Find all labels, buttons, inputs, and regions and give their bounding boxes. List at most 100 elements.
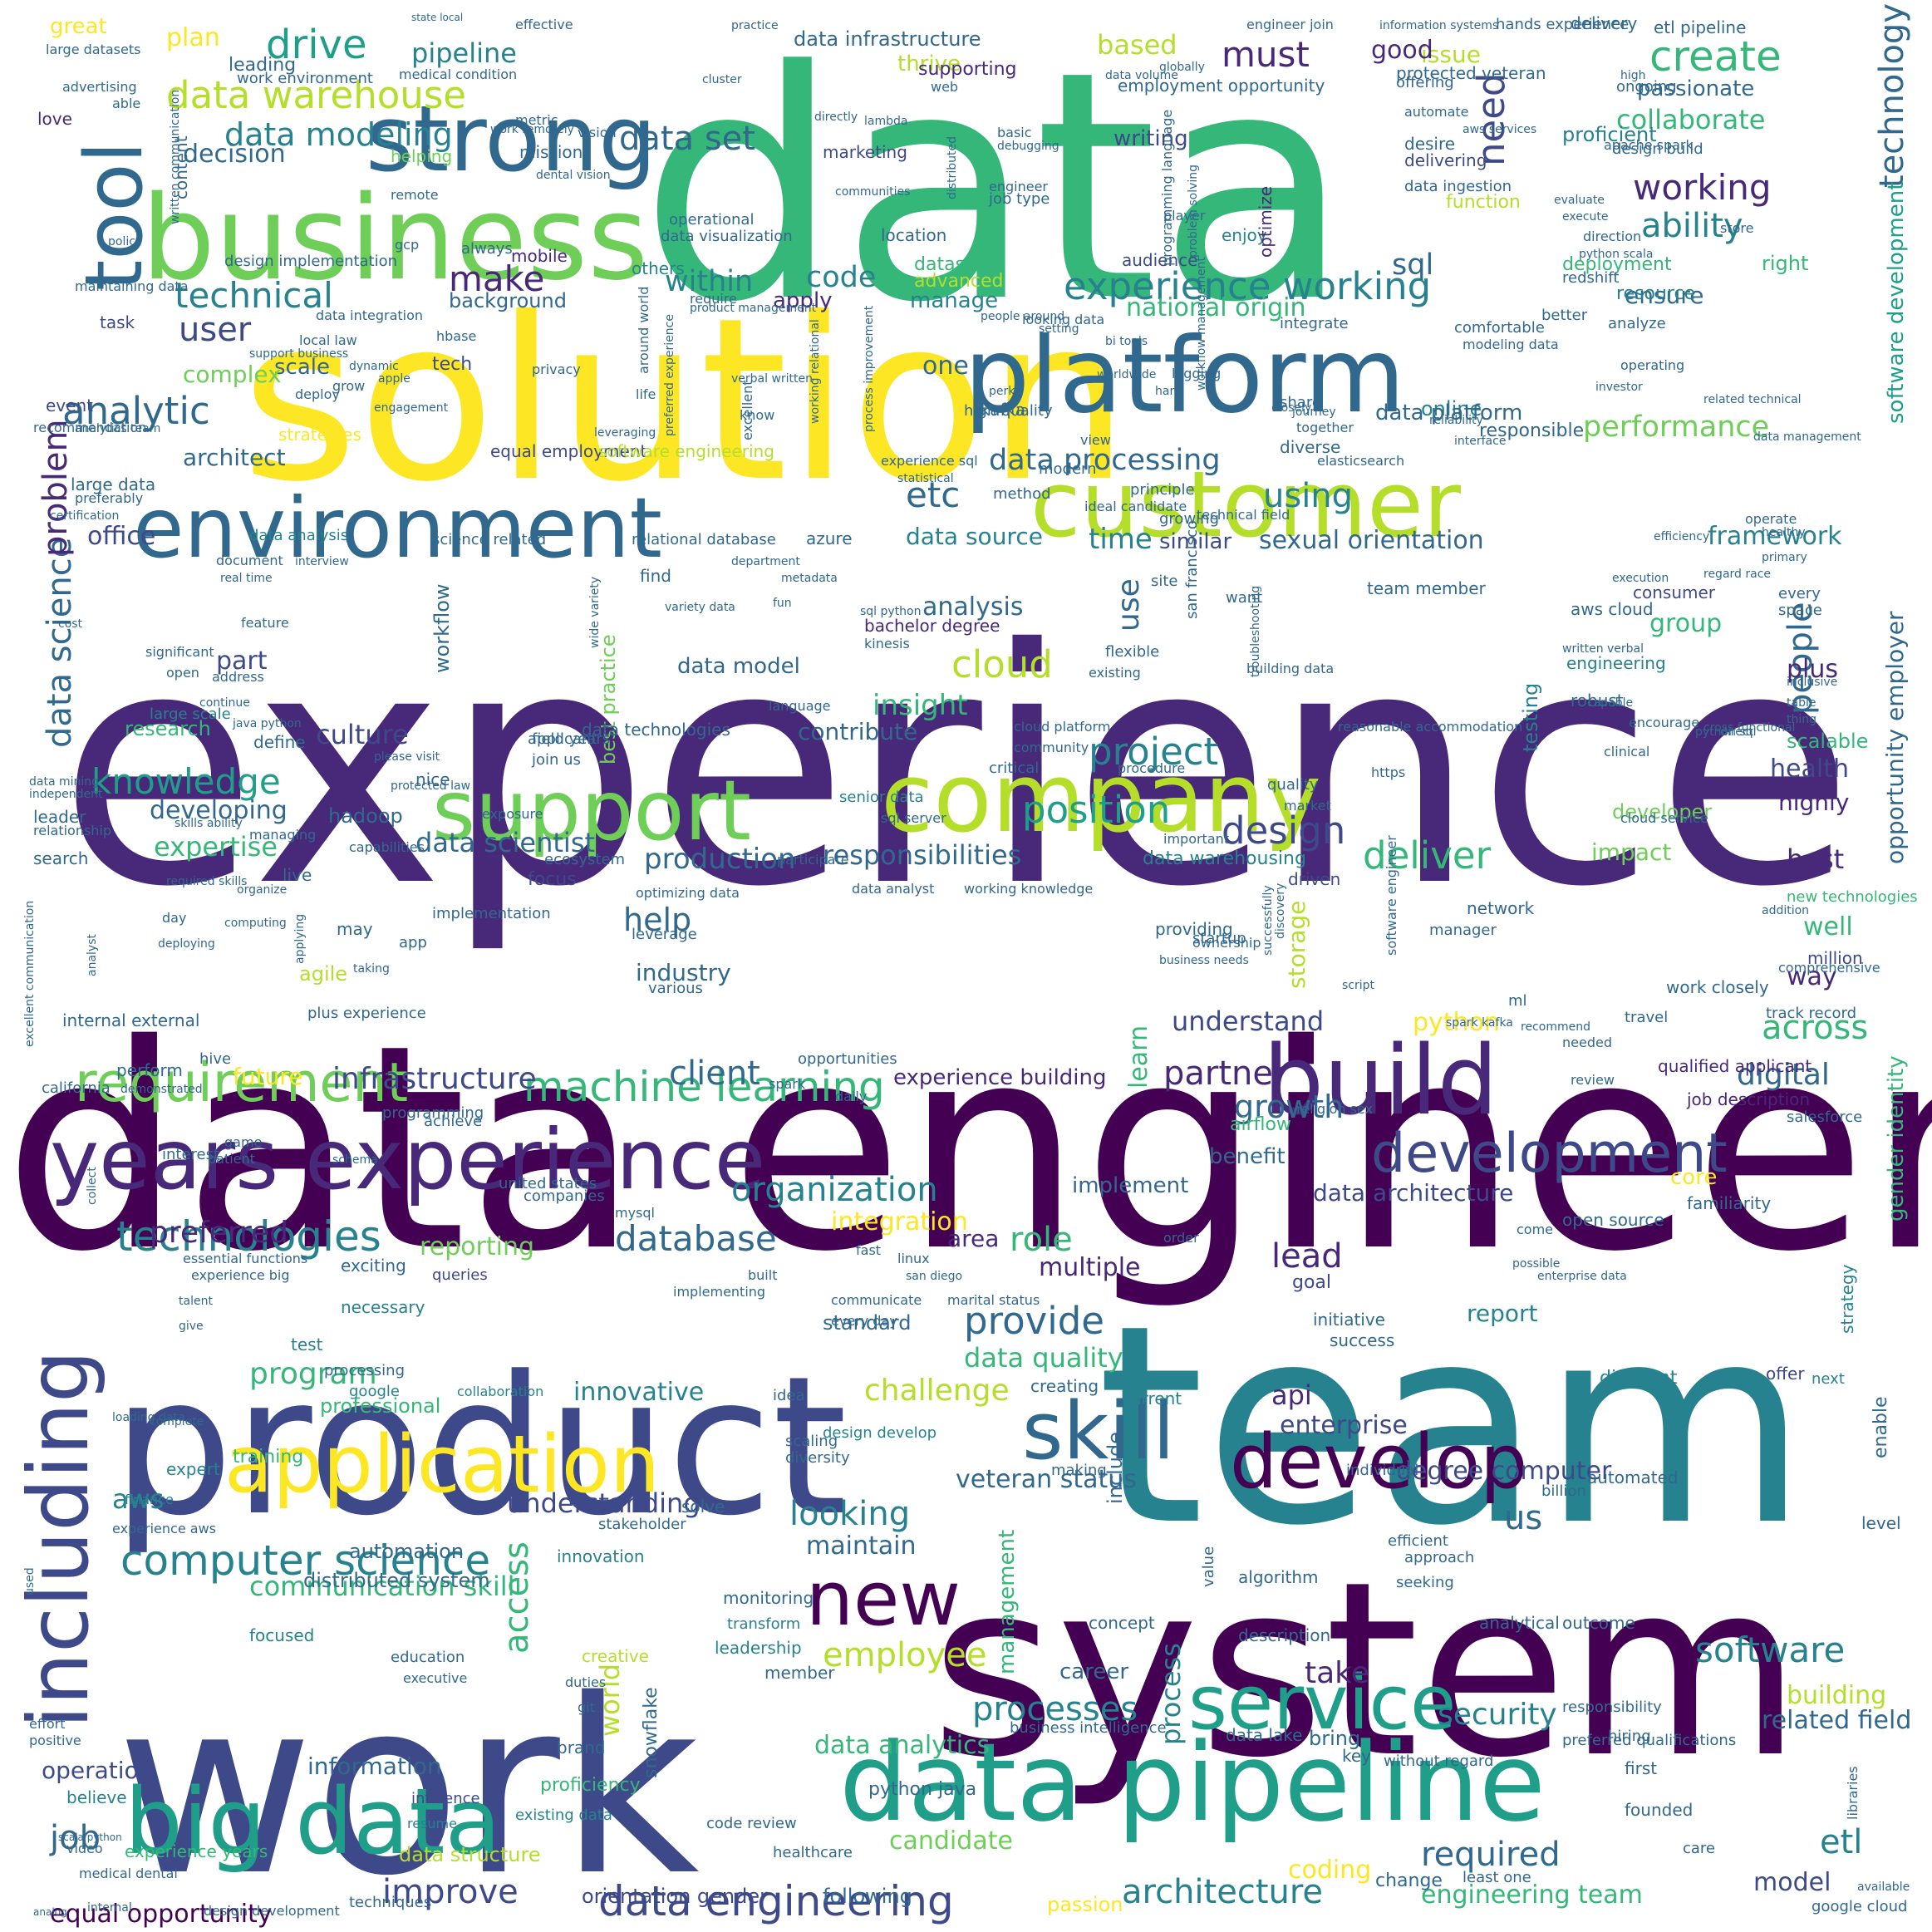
cloud-word: professional	[320, 1394, 440, 1418]
cloud-word: come	[1517, 1222, 1553, 1237]
cloud-word: datasets	[914, 254, 993, 275]
cloud-word: possible	[1512, 1257, 1560, 1271]
cloud-word: together	[1296, 420, 1354, 435]
cloud-word: data	[640, 3, 1351, 371]
cloud-word: training	[233, 1447, 303, 1467]
cloud-word: perks	[989, 385, 1021, 398]
cloud-word: communities	[835, 185, 910, 199]
cloud-word: degree computer	[1396, 1457, 1612, 1486]
cloud-word: growing	[1159, 510, 1219, 528]
cloud-word: experience years	[125, 1841, 268, 1861]
cloud-word: mysql	[615, 1205, 655, 1221]
cloud-word: excellent communication	[23, 901, 37, 1047]
cloud-word: tool	[69, 141, 160, 291]
cloud-word: comprehensive	[1778, 960, 1880, 976]
cloud-word: offering	[1396, 74, 1454, 91]
cloud-word: next	[1812, 1370, 1845, 1388]
cloud-word: coding	[1288, 1856, 1371, 1885]
cloud-word: marital status	[947, 1292, 1040, 1308]
cloud-word: following	[823, 1885, 912, 1908]
cloud-word: statistical	[897, 472, 954, 485]
cloud-word: location	[881, 225, 946, 245]
cloud-word: various	[648, 980, 703, 997]
cloud-word: based	[1097, 29, 1177, 61]
cloud-word: bring	[1309, 1727, 1360, 1750]
cloud-word: people	[1782, 602, 1820, 715]
cloud-word: operational	[669, 211, 754, 229]
cloud-word: analytics team	[75, 422, 160, 435]
cloud-word: executive	[403, 1670, 467, 1686]
cloud-word: enable	[1871, 1396, 1891, 1458]
cloud-word: without regard	[1384, 1753, 1493, 1770]
cloud-word: integrate	[1280, 315, 1349, 332]
cloud-word: support business	[249, 347, 348, 361]
cloud-word: live	[283, 865, 312, 885]
cloud-word: schema	[332, 1153, 378, 1167]
cloud-word: partner	[1163, 1054, 1287, 1093]
cloud-word: working knowledge	[964, 881, 1093, 897]
cloud-word: religion sex	[1296, 1101, 1373, 1117]
cloud-word: technical field	[1197, 507, 1290, 523]
cloud-word: proficient	[1562, 123, 1657, 146]
cloud-word: computing	[224, 917, 287, 930]
cloud-word: program	[249, 1357, 377, 1391]
cloud-word: passionate	[1637, 76, 1754, 101]
cloud-word: preferably	[75, 490, 143, 506]
cloud-word: testing	[1519, 683, 1542, 752]
cloud-word: dental vision	[536, 169, 611, 182]
cloud-word: exciting	[341, 1256, 406, 1276]
cloud-word: data technologies	[582, 720, 730, 740]
cloud-word: large scale	[150, 705, 231, 723]
cloud-word: value	[1200, 1546, 1217, 1587]
cloud-word: bachelor degree	[864, 616, 1000, 636]
cloud-word: best practice	[597, 634, 620, 764]
cloud-word: preferred	[150, 1216, 288, 1250]
cloud-word: develop	[1230, 1418, 1527, 1506]
cloud-word: strategy	[1837, 1264, 1857, 1334]
cloud-word: level	[1861, 1513, 1901, 1533]
cloud-word: supporting	[918, 59, 1017, 80]
cloud-word: part	[216, 646, 268, 676]
cloud-word: architect	[183, 444, 286, 471]
cloud-word: big data	[125, 1768, 501, 1875]
cloud-word: experience	[58, 580, 1855, 957]
cloud-word: time	[1089, 523, 1153, 556]
cloud-word: technologies	[116, 1212, 381, 1261]
cloud-word: create	[1649, 32, 1782, 81]
cloud-word: site	[1151, 573, 1178, 590]
cloud-word: strong	[366, 86, 656, 192]
cloud-word: success	[1330, 1330, 1394, 1350]
cloud-word: leverage	[632, 926, 697, 943]
cloud-word: outcome	[1562, 1613, 1635, 1633]
cloud-word: business intelligence	[1010, 1719, 1167, 1737]
cloud-word: vision	[578, 125, 617, 140]
cloud-word: recommend	[1521, 1020, 1590, 1034]
cloud-word: search	[33, 848, 88, 868]
cloud-word: every day	[831, 1313, 897, 1329]
cloud-word: product management	[690, 302, 817, 315]
cloud-word: looking	[789, 1495, 910, 1533]
cloud-word: ecosystem	[544, 851, 625, 868]
cloud-word: python sql	[1695, 725, 1757, 739]
cloud-word: expertise	[154, 831, 278, 863]
cloud-word: deployment	[1562, 254, 1672, 275]
cloud-word: direction	[1583, 229, 1641, 244]
cloud-word: ml	[1508, 992, 1527, 1010]
cloud-word: discovery	[1274, 883, 1287, 939]
cloud-word: python java	[868, 1779, 976, 1800]
cloud-word: significant	[145, 644, 214, 660]
cloud-word: automated	[1587, 1467, 1679, 1487]
cloud-word: data integration	[316, 307, 423, 323]
cloud-word: patient	[208, 1151, 255, 1167]
cloud-word: google cloud	[1812, 1898, 1907, 1915]
cloud-word: analyst	[86, 934, 99, 977]
cloud-word: engineer	[989, 179, 1048, 194]
cloud-word: mobile	[511, 246, 568, 266]
cloud-word: performance	[1583, 410, 1769, 444]
cloud-word: organize	[237, 883, 287, 897]
cloud-word: product	[112, 1336, 848, 1558]
cloud-word: developer	[1612, 800, 1712, 823]
cloud-word: scaling	[785, 1433, 838, 1450]
cloud-word: https	[1371, 764, 1405, 780]
cloud-word: operation	[42, 1757, 153, 1784]
